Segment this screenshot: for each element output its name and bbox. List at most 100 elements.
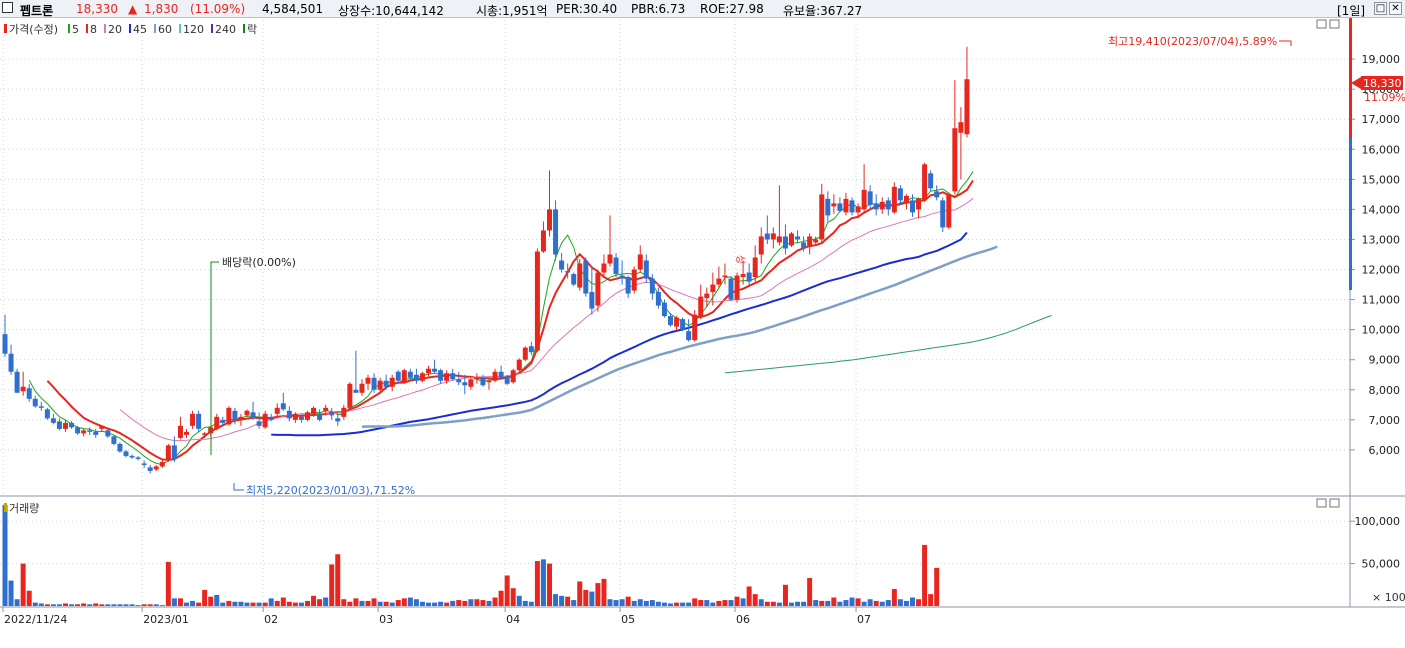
volume-bar	[631, 600, 637, 606]
candle-body	[165, 445, 171, 461]
price-tick-label: 9,000	[1369, 354, 1401, 367]
candle-body	[123, 451, 129, 456]
last-price-tag	[1361, 76, 1403, 90]
candle-body	[32, 398, 38, 407]
candle-body	[93, 431, 99, 435]
candle-body	[474, 377, 480, 380]
volume-bar	[401, 598, 407, 606]
volume-bar	[770, 601, 776, 606]
candle-body	[462, 382, 468, 386]
volume-bar	[867, 599, 873, 606]
volume-bar	[740, 598, 746, 606]
volume-tick-label: 100,000	[1355, 515, 1401, 528]
candle-body	[99, 425, 105, 429]
volume-bar	[26, 590, 32, 606]
candle-body	[50, 418, 56, 423]
candle-body	[456, 379, 462, 383]
time-tick-label: 05	[621, 613, 635, 626]
candle-body	[105, 430, 111, 437]
volume-bar	[534, 561, 540, 606]
volume-bar	[934, 567, 940, 606]
ma-line-8	[46, 179, 974, 461]
volume-bar	[855, 598, 861, 606]
volume-bar	[734, 596, 740, 606]
low-arrow-icon	[233, 483, 244, 491]
volume-bar	[329, 564, 335, 606]
volume-bar	[758, 599, 764, 606]
panel-buttons[interactable]	[1316, 19, 1340, 508]
volume-bar	[698, 600, 704, 606]
volume-bar	[298, 602, 304, 606]
ma-line-60	[361, 245, 998, 429]
low-annotation: 최저5,220(2023/01/03),71.52%	[246, 484, 415, 497]
volume-bar	[553, 594, 559, 606]
volume-bar	[311, 595, 317, 606]
volume-bar	[583, 589, 589, 606]
volume-unit: × 100	[1372, 591, 1405, 604]
candle-body	[159, 461, 165, 467]
volume-bar	[196, 602, 202, 606]
candle-body	[184, 431, 189, 435]
volume-bar	[305, 600, 310, 606]
candle-body	[26, 388, 32, 399]
volume-bar	[56, 604, 62, 606]
market-cap: 시총:1,951억	[476, 4, 548, 18]
volume-bar	[903, 600, 909, 606]
candle-body	[674, 317, 680, 327]
stock-chart[interactable]: 6,000 7,000 8,000 9,000 10,000 11,000 12,000 13…	[0, 18, 1405, 648]
trade-volume: 4,584,501	[262, 2, 324, 16]
volume-bar	[220, 602, 226, 606]
volume-bar	[105, 604, 111, 606]
candle-body	[897, 188, 903, 201]
candle-body	[782, 236, 788, 249]
price-tick-label: 14,000	[1362, 203, 1401, 216]
candle-body	[365, 377, 371, 384]
volume-bar	[577, 581, 583, 606]
volume-bar	[831, 597, 837, 606]
candle-body	[692, 314, 698, 341]
listed-shares: 상장수:10,644,142	[338, 4, 444, 18]
volume-bar	[323, 597, 329, 606]
candle-body	[329, 412, 335, 416]
volume-bar	[922, 544, 928, 606]
candle-body	[613, 257, 619, 275]
period-selector[interactable]: [1일]	[1337, 4, 1366, 18]
up-arrow-icon: ▲	[128, 2, 138, 16]
volume-bar	[87, 604, 93, 606]
candle-body	[419, 373, 425, 381]
volume-bar	[184, 602, 189, 606]
candle-body	[595, 272, 601, 306]
price-tick-label: 12,000	[1362, 264, 1401, 277]
candle-body	[341, 407, 347, 417]
stock-name[interactable]: 펩트론	[20, 4, 54, 18]
price-tick-label: 15,000	[1362, 173, 1401, 186]
volume-bar	[595, 583, 601, 606]
maximize-button[interactable]: □	[1374, 2, 1387, 15]
volume-bar	[432, 602, 438, 606]
grid-lines	[0, 20, 1350, 606]
candle-body	[668, 316, 673, 326]
close-button[interactable]: ✕	[1389, 2, 1402, 15]
candle-body	[407, 371, 413, 378]
legend-swatch	[179, 24, 181, 33]
candle-body	[795, 236, 801, 240]
candle-body	[879, 201, 885, 210]
volume-bar	[359, 600, 365, 606]
price-tick-label: 19,000	[1362, 53, 1401, 66]
select-checkbox[interactable]	[2, 2, 13, 13]
candle-body	[885, 200, 891, 210]
candlesticks	[2, 46, 970, 474]
candle-body	[401, 370, 407, 383]
volume-bar	[601, 578, 607, 606]
volume-bar	[456, 600, 462, 606]
candle-body	[522, 347, 528, 360]
legend-swatch	[243, 24, 245, 33]
volume-bar	[413, 599, 419, 606]
candle-body	[244, 410, 250, 416]
candle-body	[964, 79, 970, 135]
candle-body	[922, 164, 928, 201]
volume-bar	[444, 602, 450, 606]
legend-ma-label: 120	[183, 23, 204, 36]
ma-line-120	[724, 315, 1052, 374]
candle-body	[353, 389, 359, 393]
